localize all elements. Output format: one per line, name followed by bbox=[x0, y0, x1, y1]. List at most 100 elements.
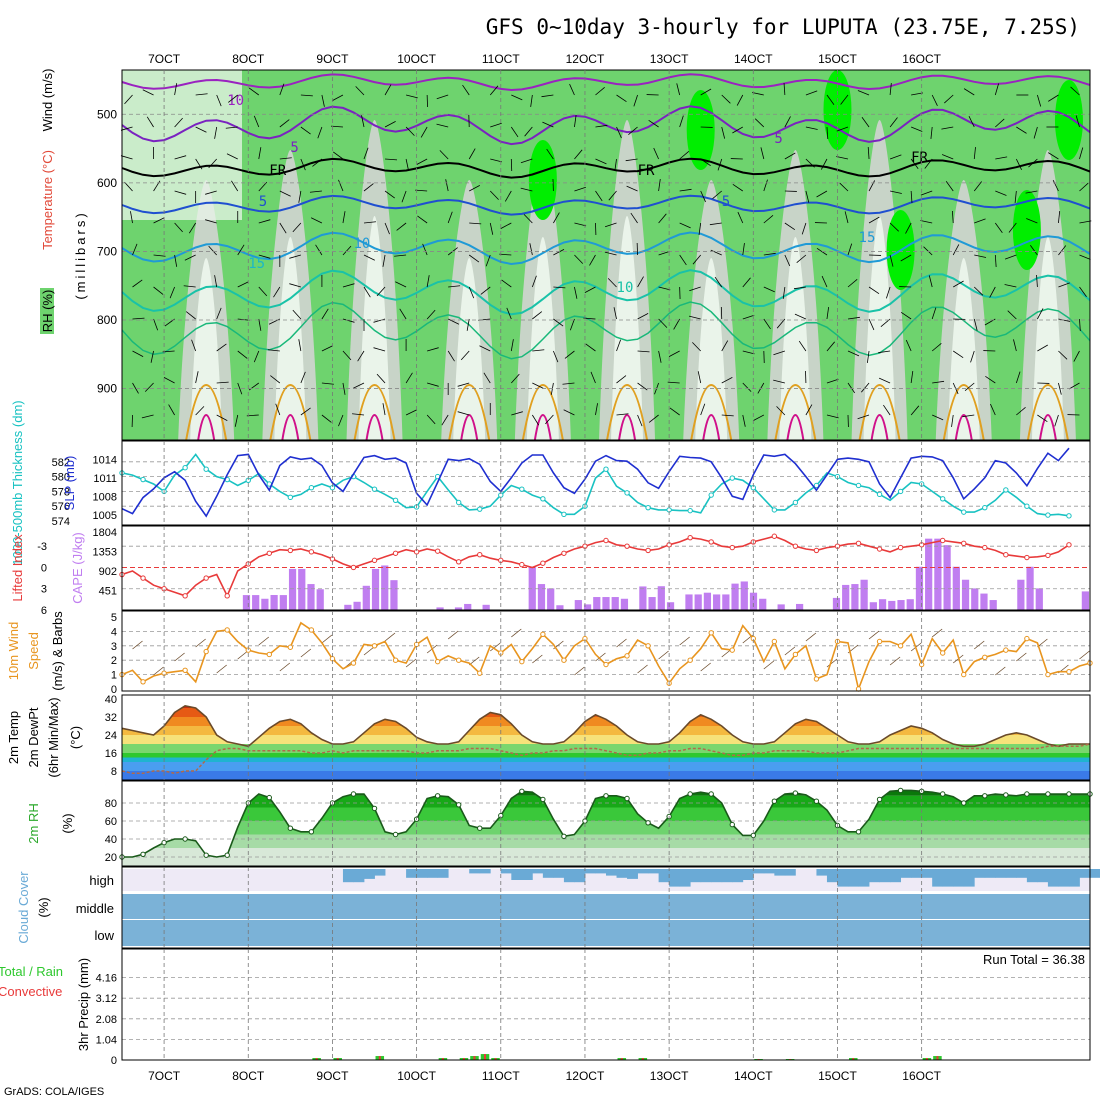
wind-barb bbox=[574, 149, 583, 160]
wind-barb bbox=[840, 94, 849, 105]
wind-barb bbox=[531, 275, 537, 288]
rh-line-point bbox=[645, 820, 651, 826]
cloud-bar bbox=[963, 869, 975, 887]
wind-barb bbox=[1028, 158, 1038, 168]
rh-very-low-region bbox=[611, 216, 644, 440]
wind-barb bbox=[132, 243, 138, 256]
wind-barb bbox=[836, 156, 849, 160]
thickness-line-point bbox=[1045, 512, 1051, 518]
wind-barb bbox=[974, 640, 985, 650]
wind-barb bbox=[953, 280, 964, 288]
li-tick: 6 bbox=[41, 605, 47, 617]
cloud-bar bbox=[532, 869, 544, 874]
wind-barb bbox=[973, 147, 976, 160]
wind-barb bbox=[679, 222, 691, 229]
cloud-bar bbox=[342, 869, 354, 883]
wind-barb bbox=[1037, 414, 1048, 423]
rh-high-region bbox=[528, 140, 557, 220]
cape-bar bbox=[869, 602, 877, 610]
y-tick-label: 500 bbox=[97, 107, 117, 121]
wind-barb bbox=[422, 243, 428, 256]
temp-warm-band bbox=[122, 726, 1090, 735]
cloud-bar bbox=[469, 869, 481, 874]
date-label-top: 16OCT bbox=[902, 52, 941, 66]
wind-barb bbox=[784, 152, 796, 160]
wind-barb bbox=[721, 414, 734, 417]
li-tick: -3 bbox=[37, 541, 47, 553]
wind-barb bbox=[511, 94, 523, 101]
rh-line-point bbox=[434, 793, 441, 799]
lifted-index-line-point bbox=[603, 537, 609, 544]
wind-barb bbox=[426, 275, 430, 288]
contour-label: 10 bbox=[353, 236, 370, 252]
thickness-line-point bbox=[708, 492, 714, 498]
wind-speed-line-point bbox=[477, 670, 483, 676]
cloud-bar bbox=[700, 869, 712, 883]
wind-barb bbox=[553, 286, 566, 289]
cloud-bar bbox=[584, 869, 596, 874]
cape-bar bbox=[925, 538, 933, 610]
wind-barb bbox=[237, 350, 248, 359]
wind-barb bbox=[1036, 275, 1038, 288]
rh-line-point bbox=[203, 852, 209, 858]
wind-barb bbox=[889, 117, 898, 128]
temperature-label: Temperature (°C) bbox=[40, 150, 55, 250]
temp-tick: 8 bbox=[111, 766, 117, 778]
cloud-bar bbox=[416, 869, 428, 878]
wind-barb bbox=[460, 350, 470, 361]
cape-tick: 902 bbox=[99, 566, 117, 578]
cape-bar bbox=[1035, 588, 1043, 610]
cloud-bar bbox=[1058, 869, 1070, 887]
wind-barb bbox=[714, 276, 723, 288]
wind-barb bbox=[763, 318, 771, 330]
wind-barb bbox=[973, 181, 982, 192]
wind-barb bbox=[721, 94, 731, 104]
wind-barb bbox=[952, 350, 964, 359]
cloud-bar bbox=[837, 869, 849, 887]
wind-barb bbox=[673, 318, 680, 330]
wind-barb bbox=[970, 350, 975, 363]
wind-barb bbox=[847, 382, 856, 394]
li-tick: 3 bbox=[41, 584, 47, 596]
wind-barb bbox=[773, 350, 785, 356]
wind-barb bbox=[668, 350, 680, 357]
contour-line bbox=[1026, 384, 1069, 441]
cloud-level-label: low bbox=[94, 928, 114, 943]
wind-barb bbox=[490, 642, 501, 652]
rh-very-low-region bbox=[863, 216, 896, 440]
slp-tick: 1005 bbox=[93, 510, 117, 522]
wind-barb bbox=[637, 664, 648, 674]
wind-barb bbox=[742, 414, 746, 427]
cape-bar bbox=[722, 594, 730, 610]
cape-bar bbox=[602, 597, 610, 610]
wind-barb bbox=[1075, 115, 1080, 128]
cloud-bar bbox=[1037, 869, 1049, 883]
cape-bar bbox=[381, 565, 389, 610]
lifted-index-line-point bbox=[939, 537, 946, 544]
thickness-line-point bbox=[645, 504, 651, 511]
cloud-bar bbox=[574, 869, 586, 883]
wind-barb bbox=[679, 188, 692, 192]
rh-line-point bbox=[1045, 791, 1051, 797]
wind-barb bbox=[847, 350, 860, 357]
chart-title: GFS 0~10day 3-hourly for LUPUTA (23.75E,… bbox=[486, 15, 1080, 39]
wind-barb bbox=[616, 375, 627, 384]
cape-bar bbox=[307, 584, 315, 610]
wind-barb bbox=[376, 373, 386, 384]
contour-line bbox=[954, 414, 973, 441]
wind-barb bbox=[500, 222, 512, 229]
contour-line bbox=[353, 384, 396, 441]
rh-line-point bbox=[224, 852, 230, 858]
wind-barb bbox=[847, 316, 860, 320]
wind-barb bbox=[352, 413, 365, 416]
wind-barb bbox=[439, 150, 449, 160]
slp-tick: 1008 bbox=[93, 491, 117, 503]
wind-speed-line-point bbox=[1066, 669, 1072, 675]
wind-barb bbox=[520, 187, 533, 192]
date-label-top: 7OCT bbox=[148, 52, 181, 66]
contour-line bbox=[269, 384, 312, 441]
thickness-line-point bbox=[729, 475, 735, 481]
wind-barb bbox=[616, 638, 627, 648]
wind-barb bbox=[717, 158, 723, 171]
